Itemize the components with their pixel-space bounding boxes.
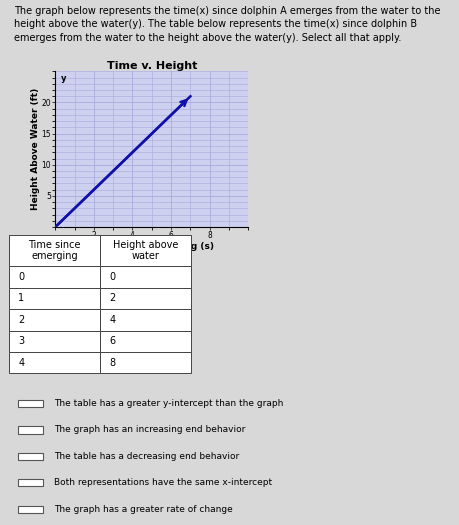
Text: The graph has a greater rate of change: The graph has a greater rate of change xyxy=(54,505,232,513)
Y-axis label: Height Above Water (ft): Height Above Water (ft) xyxy=(31,88,40,211)
Bar xyxy=(18,506,43,513)
Bar xyxy=(18,453,43,460)
Text: y: y xyxy=(61,75,67,83)
Title: Time v. Height: Time v. Height xyxy=(106,60,196,70)
Text: The graph below represents the time(x) since dolphin A emerges from the water to: The graph below represents the time(x) s… xyxy=(14,6,439,43)
Text: The table has a greater y-intercept than the graph: The table has a greater y-intercept than… xyxy=(54,399,283,408)
Text: The graph has an increasing end behavior: The graph has an increasing end behavior xyxy=(54,425,245,434)
Text: The table has a decreasing end behavior: The table has a decreasing end behavior xyxy=(54,452,239,461)
Bar xyxy=(18,400,43,407)
Bar xyxy=(18,479,43,486)
Text: Both representations have the same x-intercept: Both representations have the same x-int… xyxy=(54,478,271,487)
X-axis label: Time Since Emerging (s): Time Since Emerging (s) xyxy=(90,242,213,250)
Bar xyxy=(18,426,43,434)
